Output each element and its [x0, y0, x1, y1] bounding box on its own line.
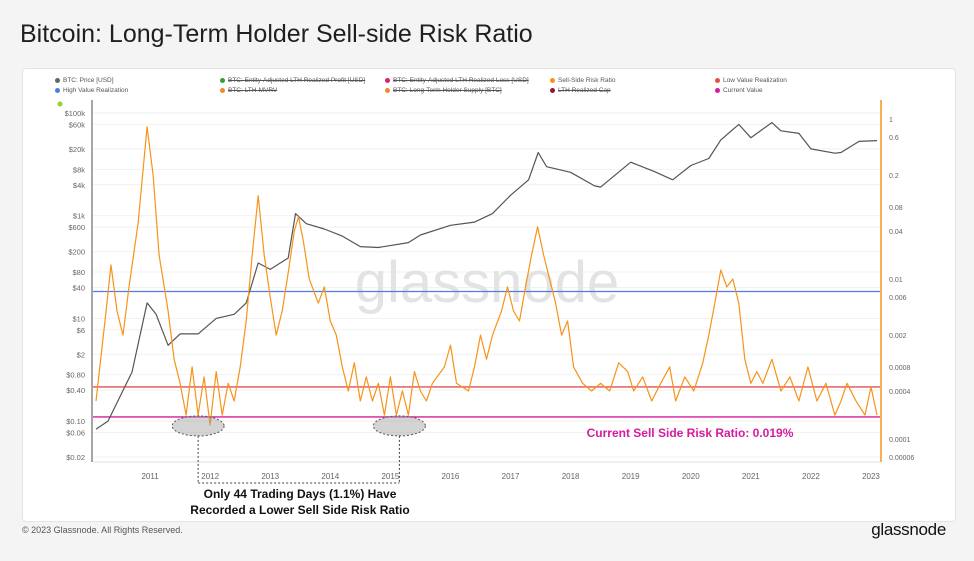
y-left-tick-label: $60k: [69, 120, 86, 129]
legend-item[interactable]: LTH Realized Cap: [550, 87, 611, 94]
legend-toggle-icon: [57, 101, 63, 107]
annotation-text: Only 44 Trading Days (1.1%) Have: [204, 487, 397, 501]
y-left-tick-label: $8k: [73, 165, 85, 174]
y-right-tick-label: 0.006: [889, 295, 907, 302]
y-right-tick-label: 0.00006: [889, 455, 914, 462]
y-left-tick-label: $0.10: [66, 417, 85, 426]
y-left-tick-label: $0.06: [66, 428, 85, 437]
legend-label: BTC: LTH-MVRV: [228, 87, 278, 94]
y-left-tick-label: $0.80: [66, 371, 85, 380]
x-tick-label: 2016: [442, 472, 460, 481]
legend-label: Low Value Realization: [723, 77, 787, 84]
watermark: glassnode: [355, 250, 619, 315]
x-tick-label: 2015: [381, 472, 399, 481]
legend-item[interactable]: BTC: Long-Term Holder Supply [BTC]: [385, 87, 502, 94]
copyright: © 2023 Glassnode. All Rights Reserved.: [22, 525, 183, 535]
legend-dot-icon: [550, 77, 555, 83]
y-left-tick-label: $2: [77, 350, 85, 359]
legend-item[interactable]: Sell-Side Risk Ratio: [550, 77, 615, 84]
current-value-annotation: Current Sell Side Risk Ratio: 0.019%: [587, 426, 794, 440]
legend-dot-icon: [550, 87, 555, 93]
legend-label: BTC: Long-Term Holder Supply [BTC]: [393, 87, 502, 94]
y-left-tick-label: $0.02: [66, 453, 85, 462]
x-tick-label: 2020: [682, 472, 700, 481]
y-left-tick-label: $100k: [65, 109, 86, 118]
y-right-tick-label: 0.0004: [889, 389, 911, 396]
chart-card: [22, 68, 956, 522]
legend-item[interactable]: BTC: Entity-Adjusted LTH Realized Profit…: [220, 77, 365, 84]
legend-label: BTC: Entity-Adjusted LTH Realized Loss […: [393, 77, 529, 84]
price-series-line: [95, 122, 878, 430]
x-tick-label: 2013: [261, 472, 279, 481]
x-tick-label: 2019: [622, 472, 640, 481]
y-right-tick-label: 0.0001: [889, 437, 911, 444]
legend-dot-icon: [385, 87, 390, 93]
y-left-tick-label: $200: [68, 248, 85, 257]
y-left-tick-label: $80: [72, 268, 85, 277]
y-left-tick-label: $0.40: [66, 386, 85, 395]
y-left-tick-label: $10: [72, 314, 85, 323]
y-right-tick-label: 0.6: [889, 135, 899, 142]
x-tick-label: 2014: [321, 472, 339, 481]
legend-label: LTH Realized Cap: [558, 87, 611, 94]
x-tick-label: 2023: [862, 472, 880, 481]
x-tick-label: 2012: [201, 472, 219, 481]
x-tick-label: 2011: [141, 472, 159, 481]
legend-dot-icon: [385, 77, 390, 83]
highlight-ellipse: [372, 415, 426, 437]
legend-dot-icon: [220, 77, 225, 83]
y-left-tick-label: $1k: [73, 212, 85, 221]
y-right-tick-label: 0.01: [889, 277, 903, 284]
legend-label: BTC: Price [USD]: [63, 77, 114, 84]
highlight-ellipse: [171, 415, 225, 437]
legend-item[interactable]: Current Value: [715, 87, 763, 94]
legend-label: Sell-Side Risk Ratio: [558, 77, 616, 84]
legend-dot-icon: [55, 77, 60, 83]
y-right-tick-label: 1: [889, 117, 893, 124]
legend-dot-icon: [220, 87, 225, 93]
legend-label: Current Value: [723, 87, 763, 94]
y-left-tick-label: $6: [77, 326, 85, 335]
legend-label: BTC: Entity-Adjusted LTH Realized Profit…: [228, 77, 366, 84]
y-right-tick-label: 0.08: [889, 205, 903, 212]
y-right-tick-label: 0.0008: [889, 365, 911, 372]
y-left-tick-label: $20k: [69, 145, 86, 154]
legend-item[interactable]: High Value Realization: [55, 87, 128, 94]
legend-item[interactable]: BTC: LTH-MVRV: [220, 87, 277, 94]
y-right-tick-label: 0.04: [889, 229, 903, 236]
x-tick-label: 2022: [802, 472, 820, 481]
x-tick-label: 2017: [502, 472, 520, 481]
legend-dot-icon: [715, 77, 720, 83]
annotation-text: Recorded a Lower Sell Side Risk Ratio: [190, 503, 409, 517]
y-left-tick-label: $40: [72, 283, 85, 292]
x-tick-label: 2021: [742, 472, 760, 481]
legend-item[interactable]: BTC: Price [USD]: [55, 77, 114, 84]
legend-dot-icon: [715, 87, 720, 93]
legend-dot-icon: [55, 87, 60, 93]
legend-item[interactable]: BTC: Entity-Adjusted LTH Realized Loss […: [385, 77, 529, 84]
y-right-tick-label: 0.002: [889, 333, 907, 340]
x-tick-label: 2018: [562, 472, 580, 481]
risk-ratio-series-line: [95, 126, 878, 426]
y-left-tick-label: $600: [68, 223, 85, 232]
y-left-tick-label: $4k: [73, 181, 85, 190]
page-title: Bitcoin: Long-Term Holder Sell-side Risk…: [20, 20, 533, 48]
y-right-tick-label: 0.2: [889, 173, 899, 180]
legend-item[interactable]: Low Value Realization: [715, 77, 787, 84]
legend-label: High Value Realization: [63, 87, 129, 94]
glassnode-logo: glassnode: [871, 520, 946, 539]
